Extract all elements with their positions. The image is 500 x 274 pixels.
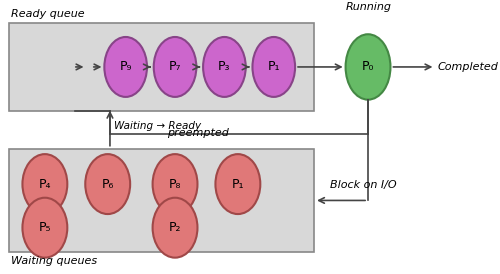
Ellipse shape <box>154 37 196 97</box>
Ellipse shape <box>203 37 246 97</box>
Ellipse shape <box>22 198 68 258</box>
Text: Ready queue: Ready queue <box>11 9 85 19</box>
Text: Waiting queues: Waiting queues <box>11 256 98 266</box>
Text: Waiting → Ready: Waiting → Ready <box>114 121 202 131</box>
Text: P₈: P₈ <box>169 178 181 191</box>
Ellipse shape <box>22 154 68 214</box>
Ellipse shape <box>346 34 391 100</box>
Text: P₃: P₃ <box>218 61 230 73</box>
FancyBboxPatch shape <box>9 23 314 110</box>
Text: P₅: P₅ <box>38 221 51 234</box>
Text: Completed: Completed <box>438 62 498 72</box>
Text: P₁: P₁ <box>232 178 244 191</box>
Ellipse shape <box>104 37 147 97</box>
Ellipse shape <box>152 154 198 214</box>
Ellipse shape <box>86 154 130 214</box>
Text: P₇: P₇ <box>169 61 181 73</box>
Text: Running: Running <box>346 2 392 12</box>
Text: P₉: P₉ <box>120 61 132 73</box>
Ellipse shape <box>152 198 198 258</box>
Text: P₂: P₂ <box>169 221 181 234</box>
Text: P₄: P₄ <box>38 178 51 191</box>
Ellipse shape <box>216 154 260 214</box>
Text: P₀: P₀ <box>362 61 374 73</box>
Ellipse shape <box>252 37 295 97</box>
Text: Block on I/O: Block on I/O <box>330 180 396 190</box>
FancyBboxPatch shape <box>9 149 314 252</box>
Text: preempted: preempted <box>166 128 228 138</box>
Text: P₆: P₆ <box>102 178 114 191</box>
Text: P₁: P₁ <box>268 61 280 73</box>
